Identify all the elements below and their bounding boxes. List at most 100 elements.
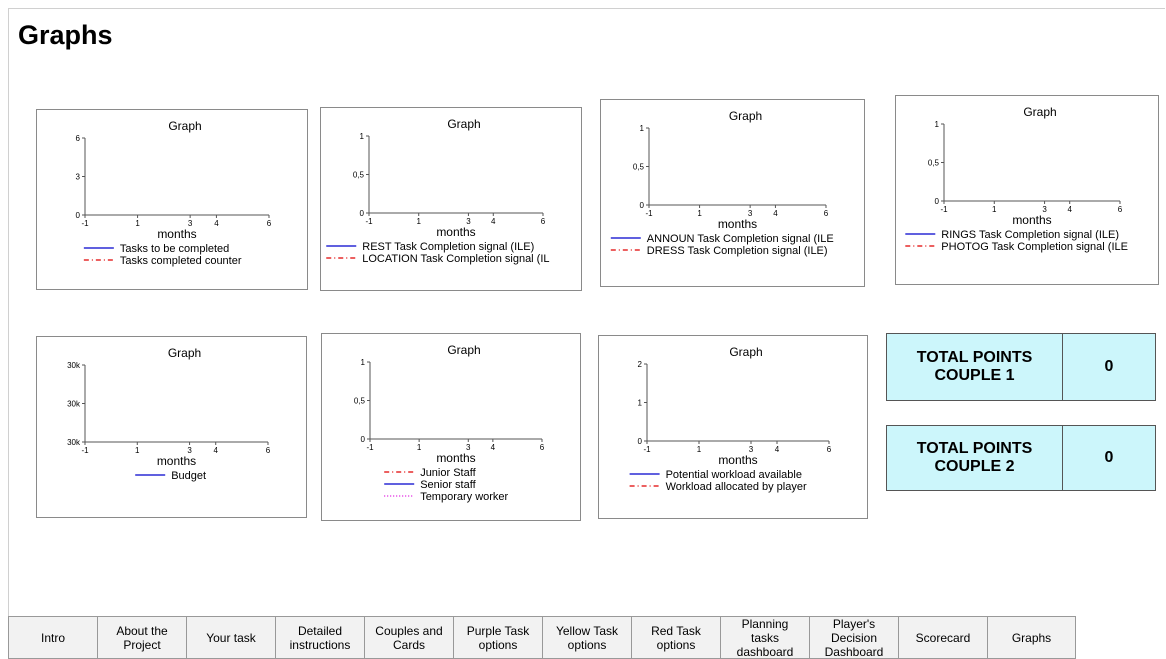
- legend-label: Tasks completed counter: [120, 255, 242, 267]
- total-points-couple-1-value: 0: [1104, 358, 1114, 375]
- graph-rest-location: Graph 0 0,5 1 -1 1 3 4 6 months REST Task Completi…: [320, 107, 582, 291]
- y-tick-label: 30k: [67, 400, 81, 409]
- tab-your-task[interactable]: Your task: [186, 616, 275, 659]
- x-tick-label: -1: [643, 445, 651, 454]
- tab-yellow-task-options[interactable]: Yellow Task options: [542, 616, 631, 659]
- y-tick-label: 30k: [67, 438, 81, 447]
- x-tick-label: 3: [466, 443, 471, 452]
- graph-staff: Graph 0 0,5 1 -1 1 3 4 6 months Junior Staff Senior…: [321, 333, 581, 521]
- x-tick-label: -1: [940, 205, 948, 214]
- tab-red-task-options[interactable]: Red Task options: [631, 616, 720, 659]
- page-title: Graphs: [18, 20, 113, 50]
- y-tick-label: 0: [361, 435, 366, 444]
- x-axis-label: months: [1012, 213, 1051, 227]
- x-tick-label: 6: [266, 446, 271, 455]
- y-tick-label: 1: [360, 132, 365, 141]
- graph-budget: Graph 30k 30k 30k -1 1 3 4 6 months Budget: [36, 336, 307, 518]
- legend-label: LOCATION Task Completion signal (IL: [362, 253, 549, 265]
- x-tick-label: 4: [491, 443, 496, 452]
- total-points-couple-1: TOTAL POINTS COUPLE 1 0: [886, 333, 1156, 401]
- x-tick-label: 4: [214, 219, 219, 228]
- legend-label: Budget: [171, 470, 206, 482]
- x-tick-label: 1: [135, 219, 140, 228]
- legend-label: RINGS Task Completion signal (ILE): [941, 229, 1119, 241]
- tab-about-the-project[interactable]: About the Project: [97, 616, 186, 659]
- y-tick-label: 0,5: [633, 163, 645, 172]
- tab-intro[interactable]: Intro: [8, 616, 97, 659]
- tab-planning-tasks-dashboard[interactable]: Planning tasks dashboard: [720, 616, 809, 659]
- x-tick-label: 6: [540, 443, 545, 452]
- x-tick-label: 1: [697, 445, 702, 454]
- x-tick-label: 6: [827, 445, 832, 454]
- x-tick-label: 3: [1042, 205, 1047, 214]
- tab-graphs[interactable]: Graphs: [987, 616, 1076, 659]
- x-tick-label: 6: [1118, 205, 1123, 214]
- graph-announ-dress: Graph 0 0,5 1 -1 1 3 4 6 months ANNOUN Task Comple…: [600, 99, 865, 287]
- x-tick-label: 4: [491, 217, 496, 226]
- y-tick-label: 0: [935, 197, 940, 206]
- y-tick-label: 0,5: [928, 159, 940, 168]
- legend-label: DRESS Task Completion signal (ILE): [647, 245, 828, 257]
- x-tick-label: 4: [773, 209, 778, 218]
- chart-title: Graph: [447, 117, 480, 131]
- x-tick-label: 3: [466, 217, 471, 226]
- x-axis-label: months: [718, 217, 757, 231]
- bottom-tab-bar: Intro About the Project Your task Detail…: [8, 616, 1076, 659]
- chart-title: Graph: [447, 343, 480, 357]
- chart-title: Graph: [168, 346, 201, 360]
- legend-label: Junior Staff: [420, 467, 476, 479]
- x-tick-label: -1: [366, 443, 374, 452]
- y-tick-label: 0,5: [353, 171, 365, 180]
- y-tick-label: 0: [638, 437, 643, 446]
- y-tick-label: 1: [640, 124, 645, 133]
- legend-label: Temporary worker: [420, 491, 508, 503]
- y-tick-label: 1: [638, 399, 643, 408]
- x-tick-label: 1: [992, 205, 997, 214]
- tab-players-decision-dashboard[interactable]: Player's Decision Dashboard: [809, 616, 898, 659]
- x-axis-label: months: [718, 453, 757, 467]
- x-tick-label: 3: [188, 219, 193, 228]
- x-tick-label: 3: [187, 446, 192, 455]
- chart-title: Graph: [729, 109, 762, 123]
- chart-title: Graph: [168, 119, 201, 133]
- tab-purple-task-options[interactable]: Purple Task options: [453, 616, 542, 659]
- chart-title: Graph: [1023, 105, 1056, 119]
- x-tick-label: 1: [697, 209, 702, 218]
- graph-workload: Graph 0 1 2 -1 1 3 4 6 months Potential workload a…: [598, 335, 868, 519]
- graph-rings-photog: Graph 0 0,5 1 -1 1 3 4 6 months RINGS Task Complet…: [895, 95, 1159, 285]
- x-axis-label: months: [436, 225, 475, 239]
- x-tick-label: -1: [365, 217, 373, 226]
- tab-couples-and-cards[interactable]: Couples and Cards: [364, 616, 453, 659]
- x-axis-label: months: [157, 454, 196, 468]
- x-tick-label: 3: [748, 209, 753, 218]
- y-tick-label: 3: [76, 173, 81, 182]
- legend-label: Senior staff: [420, 479, 476, 491]
- x-tick-label: 6: [541, 217, 546, 226]
- total-points-couple-2-value: 0: [1104, 449, 1114, 466]
- x-tick-label: 4: [775, 445, 780, 454]
- legend-label: ANNOUN Task Completion signal (ILE: [647, 233, 834, 245]
- x-axis-label: months: [436, 451, 475, 465]
- x-tick-label: 1: [135, 446, 140, 455]
- legend-label: REST Task Completion signal (ILE): [362, 241, 534, 253]
- x-tick-label: 1: [417, 443, 422, 452]
- x-axis-label: months: [157, 227, 196, 241]
- x-tick-label: 3: [749, 445, 754, 454]
- x-tick-label: -1: [81, 219, 89, 228]
- graph-tasks: Graph 0 3 6 -1 1 3 4 6 months Tasks to be complete…: [36, 109, 308, 290]
- x-tick-label: 4: [213, 446, 218, 455]
- y-tick-label: 1: [935, 120, 940, 129]
- x-tick-label: 1: [416, 217, 421, 226]
- y-tick-label: 6: [76, 134, 81, 143]
- legend-label: Tasks to be completed: [120, 243, 229, 255]
- y-tick-label: 30k: [67, 361, 81, 370]
- total-points-couple-2: TOTAL POINTS COUPLE 2 0: [886, 425, 1156, 491]
- x-tick-label: -1: [645, 209, 653, 218]
- tab-detailed-instructions[interactable]: Detailed instructions: [275, 616, 364, 659]
- page-frame: [8, 8, 1165, 659]
- y-tick-label: 0,5: [354, 397, 366, 406]
- total-points-couple-1-label: TOTAL POINTS COUPLE 1: [887, 334, 1063, 400]
- total-points-couple-2-label: TOTAL POINTS COUPLE 2: [887, 426, 1063, 490]
- x-tick-label: 6: [824, 209, 829, 218]
- tab-scorecard[interactable]: Scorecard: [898, 616, 987, 659]
